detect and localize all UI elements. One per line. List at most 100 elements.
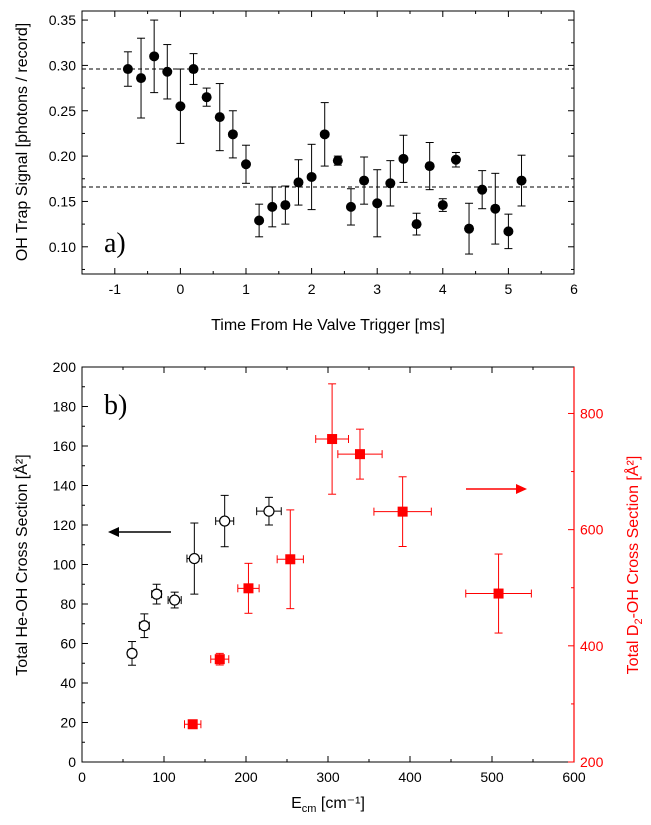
panel-a-y-axis-label: OH Trap Signal [photons / record] [14,23,31,261]
panel-a-x-tick-label: 6 [570,281,578,297]
panel-a-x-tick-label: 3 [373,281,381,297]
panel-a-data-point [464,223,475,234]
panel-a-data-point [162,66,173,77]
panel-a-data-point [359,175,370,186]
panel-b-he-oh-data-point [138,620,150,632]
panel-a-data-point [398,153,409,164]
panel-a-data-point [411,219,422,230]
panel-b-he-oh-data-point [263,505,275,517]
panel-a-x-axis-label: Time From He Valve Trigger [ms] [211,317,445,334]
panel-b-y2-tick-label: 600 [580,522,604,538]
panel-b-y-tick-label: 180 [53,399,77,415]
panel-a-data-point [175,101,186,112]
panel-b-frame [81,366,575,763]
panel-b-x-tick-label: 300 [316,769,340,785]
panel-b-d2-oh-data-point [493,588,504,599]
panel-b-d2-oh-data-point [243,583,254,594]
panel-b-y-tick-label: 200 [53,359,77,375]
panel-b-label: b) [104,390,127,421]
panel-a-data-point [490,203,501,214]
panel-b-y-tick-label: 100 [53,557,77,573]
panel-b-d2-oh-data-point [214,654,225,665]
panel-a-data-point [149,51,160,62]
panel-b-he-oh-data-point [151,588,163,600]
panel-a-data-point [122,64,133,75]
panel-a-data-point [241,159,251,170]
panel-b: 0 100 200 300 400 500 600 0 20 40 60 80 100 120 140 160… [12,359,645,815]
panel-a: -1 0 1 2 3 4 5 6 0.10 0.15 0.20 0.25 0.30 0.35 a) Tim… [14,10,578,334]
panel-a-data-point [372,198,383,209]
panel-b-he-oh-data-point [219,515,231,527]
panel-a-y-tick-label: 0.25 [49,103,76,119]
panel-b-x-tick-label: 0 [78,769,86,785]
panel-b-x-tick-label: 400 [398,769,422,785]
panel-b-d2-oh-data-point [285,554,296,565]
panel-a-frame [81,10,575,275]
panel-b-y-tick-label: 20 [60,715,76,731]
panel-a-data-point [280,200,291,211]
panel-a-data-point [424,161,435,172]
panel-a-data-point [385,178,396,189]
panel-a-data-point [450,154,461,165]
panel-a-data-point [516,175,527,186]
panel-a-data [122,19,527,255]
panel-b-x-axis-label: Ecm [cm⁻¹] [291,795,365,815]
panel-b-d2-oh-data-point [187,719,198,730]
panel-b-d2-oh-data-point [327,434,338,445]
panel-b-x-tick-label: 200 [234,769,258,785]
panel-b-y2-tick-label: 800 [580,405,604,421]
panel-b-y2-axis-label: Total D2-OH Cross Section [Å²] [623,456,645,675]
panel-b-y-axis-label: Total He-OH Cross Section [Å²] [12,454,31,675]
panel-b-y-tick-label: 140 [53,478,77,494]
panel-a-data-point [306,171,317,182]
panel-a-data-point [254,215,265,226]
panel-b-ticks: 0 100 200 300 400 500 600 0 20 40 60 80 100 120 140 160… [53,359,604,785]
panel-a-label: a) [104,228,126,259]
panel-a-y-tick-label: 0.10 [49,239,76,255]
panel-a-data-point [319,129,330,140]
panel-b-y-tick-label: 40 [60,675,76,691]
panel-a-ticks: -1 0 1 2 3 4 5 6 0.10 0.15 0.20 0.25 0.30 0.35 [49,11,578,297]
panel-a-data-point [188,64,199,75]
panel-b-he-oh-data-point [126,647,138,659]
panel-b-y2-tick-label: 400 [580,638,604,654]
panel-b-d2-oh-data-point [397,506,408,517]
panel-b-he-oh-data-point [188,552,200,565]
panel-a-data-point [267,201,278,212]
panel-a-data-point [345,201,356,212]
panel-a-data-point [503,226,514,237]
panel-b-data [126,383,532,730]
panel-a-data-point [293,177,304,188]
panel-a-data-point [201,92,212,103]
panel-b-y-tick-label: 60 [60,636,76,652]
panel-a-x-tick-label: 1 [242,281,250,297]
panel-a-data-point [227,129,238,140]
panel-a-data-point [332,155,343,166]
panel-b-y2-tick-label: 200 [580,754,604,770]
panel-a-reference-lines [82,68,574,188]
panel-a-y-tick-label: 0.35 [49,12,76,28]
right-axis-arrow-icon [466,484,527,494]
panel-a-data-point [437,200,448,211]
panel-a-x-tick-label: -1 [109,281,122,297]
panel-a-x-tick-label: 0 [177,281,185,297]
panel-a-x-tick-label: 2 [308,281,316,297]
panel-a-data-point [214,112,225,123]
panel-b-x-tick-label: 100 [152,769,176,785]
panel-a-data-point [477,184,488,195]
panel-b-y-tick-label: 160 [53,438,77,454]
panel-a-y-tick-label: 0.30 [49,57,76,73]
panel-b-x-tick-label: 600 [562,769,586,785]
panel-a-x-tick-label: 4 [439,281,447,297]
panel-b-x-tick-label: 500 [480,769,504,785]
left-axis-arrow-icon [108,527,171,537]
panel-a-y-tick-label: 0.15 [49,193,76,209]
panel-a-data-point [136,73,147,84]
panel-b-y-tick-label: 80 [60,596,76,612]
panel-a-x-tick-label: 5 [505,281,513,297]
panel-b-y-tick-label: 0 [68,754,76,770]
panel-b-he-oh-data-point [169,594,181,606]
panel-b-y-tick-label: 120 [53,517,77,533]
panel-a-y-tick-label: 0.20 [49,148,76,164]
